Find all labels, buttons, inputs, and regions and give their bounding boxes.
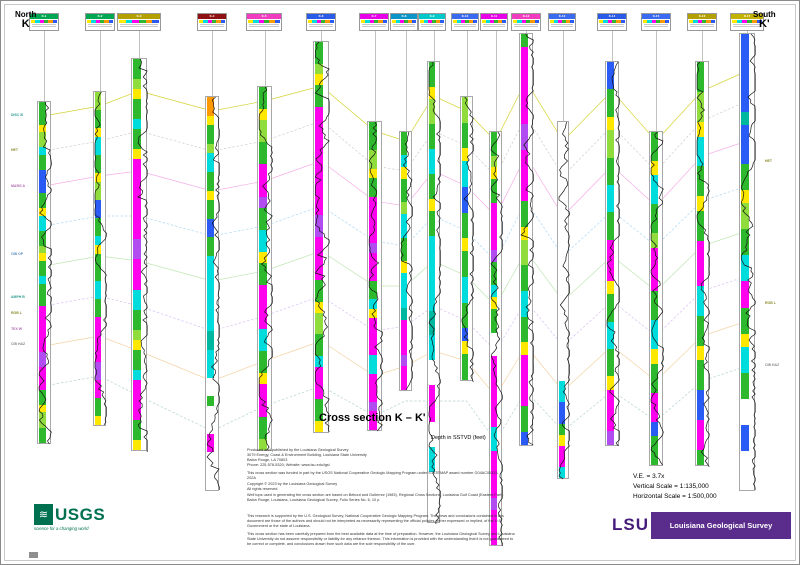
horizon-marker-label: AMPH B [11,295,25,299]
disclaimer-note: This cross section has been carefully pr… [247,532,515,546]
horizon-marker-label: CIB HAZ [11,342,26,346]
horizontal-scale: Horizontal Scale = 1:500,000 [633,492,717,500]
copyright-block: Copyright © 2023 by the Louisiana Geolog… [247,482,505,492]
horizon-marker-label: DISC B [11,113,23,117]
usgs-logo: ≋ USGS science for a changing world [34,504,105,531]
usgs-wave-icon: ≋ [34,504,53,525]
horizon-marker-label: ROB L [765,301,776,305]
well-tops-note: Well tops used in generating the cross s… [247,493,504,502]
north-label: North [15,10,37,19]
funding-note: This cross section was funded in part by… [247,471,499,480]
section-title: Cross section K – K' [319,412,426,424]
publisher-line: Produced and published by the Louisiana … [247,448,349,452]
horizon-marker-label: CIB OP [11,252,24,256]
horizon-marker-label: ROB L [11,311,22,315]
vertical-scale: Vertical Scale = 1:135,000 [633,482,709,490]
publisher-line: Phone: 225-578-5320; Website: www.lsu.ed… [247,462,330,467]
lsu-logo: LSU [612,515,649,534]
publisher-line: 3079 Energy, Coast & Environment Buildin… [247,452,367,457]
copyright-line: Copyright © 2023 by the Louisiana Geolog… [247,482,338,486]
north-corner-label: North K [15,10,37,31]
south-corner-label: South K' [753,10,776,31]
horizon-marker-label: TEX W [11,327,23,331]
vertical-exaggeration: V.E. = 3.7x [633,473,665,480]
usgs-tagline: science for a changing world [34,526,89,531]
horizon-marker-label: HET [765,159,772,163]
section-k-label: K [21,18,30,31]
horizon-marker-label: HET [11,148,18,152]
research-support-note: This research is supported by the U.S. G… [247,514,504,528]
publisher-block: Produced and published by the Louisiana … [247,448,497,468]
south-label: South [753,10,776,19]
horizon-marker-label: MARG A [11,184,26,188]
lgs-banner: Louisiana Geological Survey [651,512,791,539]
depth-units-label: Depth in SSTVD (feet) [431,435,486,441]
section-k-prime-label: K' [759,18,770,31]
scale-box: V.E. = 3.7x Vertical Scale = 1:135,000 H… [633,472,717,501]
publisher-line: Baton Rouge, LA 70803 [247,457,288,462]
copyright-line: All rights reserved. [247,486,279,491]
horizon-marker-label: CIB HAZ [765,363,780,367]
plot-stamp [29,552,38,558]
usgs-wordmark: USGS [55,504,106,524]
correlation-line [43,185,748,262]
